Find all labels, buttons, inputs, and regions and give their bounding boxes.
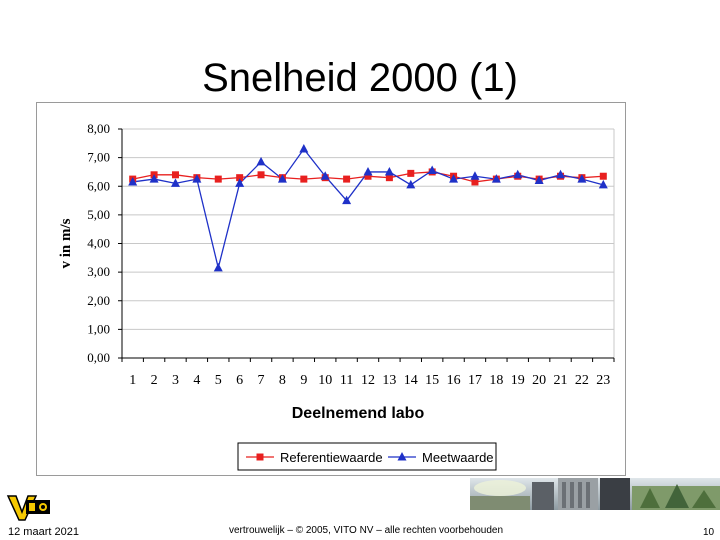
legend-marker-meetwaarde bbox=[397, 452, 407, 461]
data-point-meetwaarde bbox=[342, 195, 352, 205]
data-point-referentiewaarde bbox=[385, 174, 393, 182]
data-point-meetwaarde bbox=[577, 174, 587, 183]
vito-logo-icon bbox=[6, 490, 52, 522]
x-tick-label: 23 bbox=[596, 373, 610, 388]
page-number: 10 bbox=[703, 527, 715, 538]
data-point-referentiewaarde bbox=[471, 178, 479, 186]
data-point-referentiewaarde bbox=[599, 172, 607, 180]
data-point-referentiewaarde bbox=[407, 169, 415, 177]
x-tick-label: 5 bbox=[215, 373, 222, 388]
slide-date: 12 maart 2021 bbox=[8, 526, 79, 538]
data-point-meetwaarde bbox=[256, 156, 266, 166]
data-point-meetwaarde bbox=[320, 171, 330, 180]
data-point-meetwaarde bbox=[406, 179, 416, 189]
data-point-meetwaarde bbox=[277, 174, 287, 183]
data-point-referentiewaarde bbox=[236, 174, 244, 182]
x-tick-label: 6 bbox=[236, 373, 243, 388]
data-point-meetwaarde bbox=[384, 166, 394, 176]
data-point-meetwaarde bbox=[170, 178, 180, 187]
x-tick-label: 2 bbox=[151, 373, 158, 388]
data-point-meetwaarde bbox=[491, 174, 501, 183]
x-tick-label: 3 bbox=[172, 373, 179, 388]
data-point-meetwaarde bbox=[598, 179, 608, 189]
data-point-referentiewaarde bbox=[300, 175, 308, 183]
data-point-meetwaarde bbox=[299, 144, 309, 153]
x-tick-label: 14 bbox=[404, 373, 418, 388]
header-photo-strip bbox=[470, 478, 720, 510]
x-tick-label: 20 bbox=[532, 373, 546, 388]
data-point-meetwaarde bbox=[449, 174, 459, 183]
data-point-referentiewaarde bbox=[343, 175, 351, 183]
data-point-meetwaarde bbox=[470, 171, 480, 180]
x-tick-label: 11 bbox=[340, 373, 353, 388]
data-point-meetwaarde bbox=[235, 178, 245, 187]
data-point-meetwaarde bbox=[149, 174, 159, 183]
y-tick-label: 0,00 bbox=[87, 350, 110, 365]
x-axis-title: Deelnemend labo bbox=[292, 405, 425, 422]
data-point-meetwaarde bbox=[192, 174, 202, 183]
data-point-referentiewaarde bbox=[171, 171, 179, 179]
y-tick-label: 4,00 bbox=[87, 236, 110, 251]
x-tick-label: 18 bbox=[489, 373, 503, 388]
line-chart: 0,001,002,003,004,005,006,007,008,001 2 3 4… bbox=[36, 102, 626, 476]
x-tick-label: 4 bbox=[193, 373, 200, 388]
y-tick-label: 8,00 bbox=[87, 121, 110, 136]
y-tick-label: 1,00 bbox=[87, 321, 110, 336]
x-tick-label: 9 bbox=[300, 373, 307, 388]
legend-box bbox=[237, 442, 497, 471]
x-tick-label: 15 bbox=[425, 373, 439, 388]
x-tick-label: 12 bbox=[361, 373, 375, 388]
data-point-referentiewaarde bbox=[364, 172, 372, 180]
chart-panel: 0,00 1,00 2,00 3,00 4,00 5,00 6,00 7,00 8,00 1 2 3 4… bbox=[36, 102, 626, 476]
y-tick-label: 5,00 bbox=[87, 207, 110, 222]
confidentiality-note: vertrouwelijk – © 2005, VITO NV – alle r… bbox=[229, 525, 504, 536]
x-tick-label: 10 bbox=[318, 373, 332, 388]
y-tick-label: 2,00 bbox=[87, 293, 110, 308]
data-point-referentiewaarde bbox=[214, 175, 222, 183]
legend-label-meetwaarde: Meetwaarde bbox=[422, 450, 494, 465]
data-point-meetwaarde bbox=[556, 169, 566, 179]
legend-marker-referentiewaarde bbox=[256, 453, 264, 461]
data-point-meetwaarde bbox=[427, 165, 437, 175]
legend-label-referentiewaarde: Referentiewaarde bbox=[280, 450, 383, 465]
data-point-meetwaarde bbox=[213, 262, 223, 272]
data-point-meetwaarde bbox=[534, 175, 544, 185]
y-tick-label: 3,00 bbox=[87, 264, 110, 279]
y-tick-label: 6,00 bbox=[87, 178, 110, 193]
x-tick-label: 1 bbox=[129, 373, 136, 388]
x-tick-label: 19 bbox=[511, 373, 525, 388]
x-tick-label: 7 bbox=[258, 373, 265, 388]
y-axis-title: v in m/s bbox=[58, 218, 74, 268]
x-tick-label: 21 bbox=[554, 373, 568, 388]
slide-title: Snelheid 2000 (1) bbox=[202, 56, 518, 100]
data-point-meetwaarde bbox=[128, 176, 138, 186]
y-tick-label: 7,00 bbox=[87, 150, 110, 165]
data-point-referentiewaarde bbox=[257, 171, 265, 179]
data-point-meetwaarde bbox=[513, 169, 523, 179]
x-tick-label: 17 bbox=[468, 373, 482, 388]
x-tick-label: 16 bbox=[447, 373, 461, 388]
x-tick-label: 8 bbox=[279, 373, 286, 388]
chart-frame bbox=[36, 102, 626, 476]
x-tick-label: 22 bbox=[575, 373, 589, 388]
data-point-meetwaarde bbox=[363, 166, 373, 176]
x-tick-label: 13 bbox=[382, 373, 396, 388]
